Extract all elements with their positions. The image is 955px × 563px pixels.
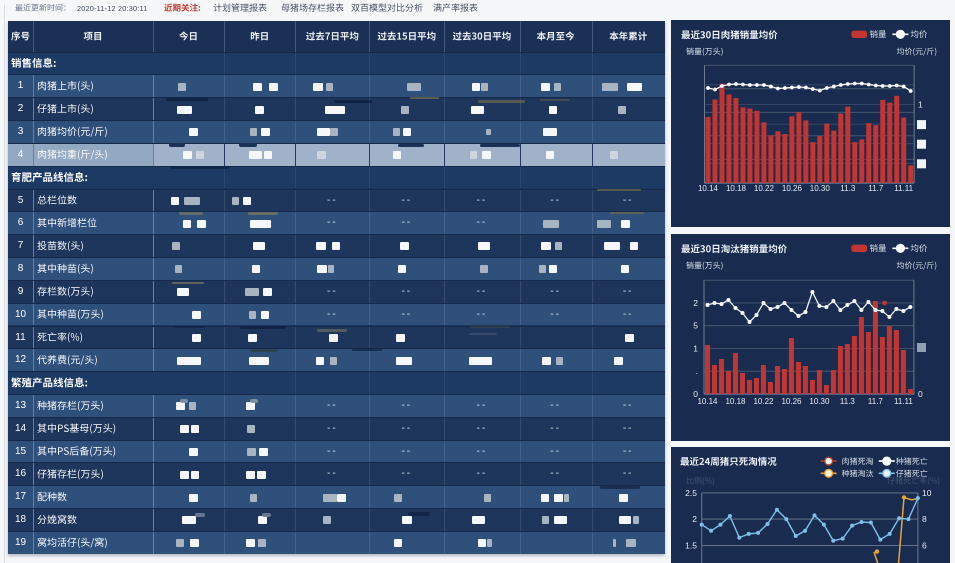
svg-text:10.30: 10.30 [809,397,830,406]
svg-text:.: . [696,366,698,376]
svg-text:10.22: 10.22 [753,397,774,406]
svg-text:10.18: 10.18 [725,397,746,406]
svg-text:10.22: 10.22 [754,184,775,193]
svg-text:10.14: 10.14 [698,184,719,193]
svg-text:2: 2 [692,514,697,524]
svg-text:10: 10 [922,488,932,498]
svg-text:1.5: 1.5 [685,540,697,550]
svg-text:2.5: 2.5 [685,488,697,498]
svg-text:8: 8 [922,514,927,524]
svg-text:11.11: 11.11 [894,184,913,193]
svg-text:0: 0 [918,389,923,399]
svg-text:11.7: 11.7 [868,397,884,406]
svg-text:10.14: 10.14 [697,397,718,406]
svg-text:6: 6 [922,540,927,550]
svg-text:11.3: 11.3 [840,184,856,193]
svg-text:2: 2 [693,298,698,308]
svg-text:11.7: 11.7 [868,184,884,193]
svg-text:5: 5 [693,321,698,331]
svg-text:11.3: 11.3 [840,397,856,406]
svg-text:10.26: 10.26 [782,184,803,193]
svg-text:10.18: 10.18 [726,184,747,193]
svg-text:11.11: 11.11 [894,397,913,406]
svg-text:10.26: 10.26 [781,397,802,406]
svg-text:10.30: 10.30 [810,184,831,193]
svg-text:1: 1 [693,344,698,354]
svg-text:1: 1 [918,100,923,110]
svg-text:0: 0 [693,389,698,399]
